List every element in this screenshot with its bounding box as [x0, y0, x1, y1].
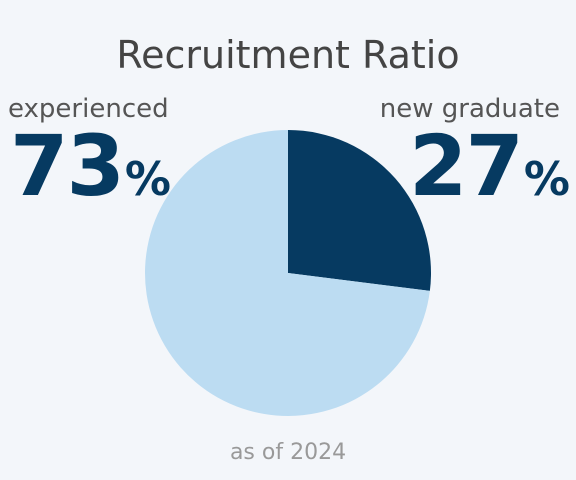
pie-slice-experienced	[144, 130, 430, 416]
chart-title: Recruitment Ratio	[116, 33, 460, 77]
experienced-percent-sign: %	[124, 152, 171, 206]
new-graduate-number: 27	[409, 117, 524, 215]
new-graduate-percent-sign: %	[523, 152, 570, 206]
pie-slices	[144, 130, 431, 416]
pie-slice-new-graduate	[288, 130, 431, 291]
footnote: as of 2024	[229, 440, 347, 465]
experienced-label: experienced	[8, 94, 169, 124]
experienced-value: 73%	[10, 124, 171, 208]
new-graduate-label: new graduate	[379, 94, 560, 124]
experienced-number: 73	[10, 117, 125, 215]
new-graduate-value: 27%	[409, 124, 570, 208]
